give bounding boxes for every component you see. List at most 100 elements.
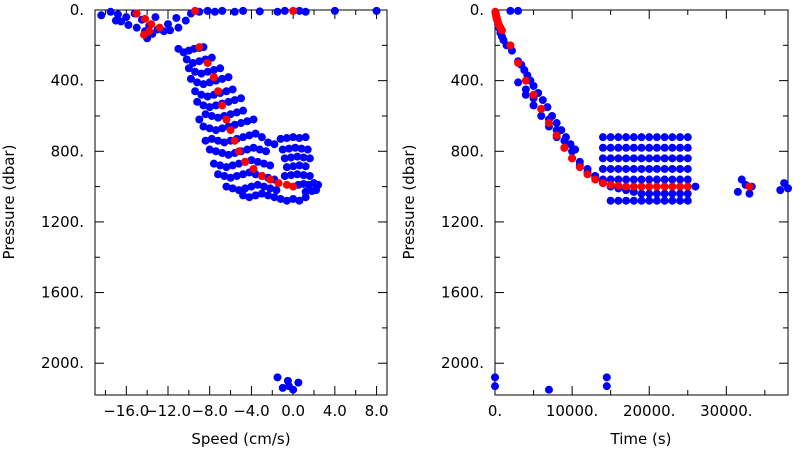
highlight-point xyxy=(622,182,631,191)
data-point xyxy=(278,145,287,154)
data-point xyxy=(543,103,552,112)
plot-frame xyxy=(94,9,388,396)
data-point xyxy=(668,196,677,205)
data-point xyxy=(195,115,204,124)
data-point xyxy=(164,20,172,29)
highlight-point xyxy=(544,119,553,128)
data-point xyxy=(552,119,561,128)
data-point xyxy=(629,175,638,184)
data-point xyxy=(284,144,293,153)
highlight-point xyxy=(506,41,515,50)
data-point xyxy=(239,106,248,115)
x-tick-label: 8.0 xyxy=(365,402,389,420)
data-point xyxy=(203,92,212,101)
data-point xyxy=(606,164,615,173)
data-point xyxy=(784,184,792,193)
y-tick-label: 800. xyxy=(51,142,84,160)
data-point xyxy=(645,133,654,142)
highlight-point xyxy=(274,179,283,188)
highlight-point xyxy=(606,180,615,189)
data-point xyxy=(660,164,669,173)
data-point xyxy=(218,74,227,83)
data-point xyxy=(691,182,700,191)
data-point xyxy=(272,186,281,195)
data-point xyxy=(228,161,237,170)
data-point xyxy=(614,154,623,163)
data-point xyxy=(280,154,289,163)
y-tick-label: 800. xyxy=(451,142,484,160)
data-point xyxy=(257,133,266,142)
data-point xyxy=(172,13,181,22)
data-point xyxy=(301,133,310,142)
data-point xyxy=(181,16,190,25)
data-point xyxy=(622,175,631,184)
data-point xyxy=(230,96,239,105)
y-axis-title: Pressure (dbar) xyxy=(400,145,418,260)
highlight-point xyxy=(218,101,227,110)
x-tick-label: −12.0 xyxy=(145,402,191,420)
axis-ticks xyxy=(95,9,387,395)
data-point xyxy=(606,143,615,152)
data-point xyxy=(676,196,685,205)
highlight-point xyxy=(230,136,239,145)
data-point xyxy=(284,382,293,391)
highlight-point xyxy=(209,73,218,82)
data-point xyxy=(295,196,304,205)
data-point xyxy=(253,180,262,189)
data-point xyxy=(652,143,661,152)
data-points xyxy=(97,6,381,394)
data-point xyxy=(237,119,245,128)
data-point xyxy=(683,196,692,205)
data-point xyxy=(193,78,202,87)
data-point xyxy=(537,111,546,120)
highlight-point xyxy=(598,179,607,188)
data-point xyxy=(544,385,553,394)
data-point xyxy=(614,133,623,142)
data-point xyxy=(280,172,289,181)
data-point xyxy=(538,96,547,105)
data-point xyxy=(203,67,212,76)
highlight-point xyxy=(591,175,600,184)
data-point xyxy=(205,124,214,133)
data-point xyxy=(514,78,523,87)
data-point xyxy=(228,184,237,193)
data-point xyxy=(514,6,523,15)
highlight-point xyxy=(155,23,164,32)
data-point xyxy=(214,136,223,145)
data-point xyxy=(301,187,310,196)
data-point xyxy=(184,64,193,73)
data-point xyxy=(224,97,233,106)
data-point xyxy=(652,133,661,142)
data-point xyxy=(668,143,677,152)
data-point xyxy=(629,164,638,173)
highlight-point xyxy=(222,115,231,124)
data-point xyxy=(566,140,575,149)
data-point xyxy=(209,159,218,168)
highlight-point xyxy=(226,126,235,135)
x-axis-title: Time (s) xyxy=(610,430,672,448)
highlight-point xyxy=(637,182,646,191)
data-point xyxy=(226,173,235,182)
highlight-point xyxy=(514,58,523,67)
highlight-point xyxy=(652,182,661,191)
data-point xyxy=(241,184,250,193)
data-point xyxy=(491,373,499,382)
data-point xyxy=(276,194,285,203)
data-point xyxy=(197,69,206,78)
data-point xyxy=(273,7,282,16)
data-point xyxy=(218,124,227,133)
data-point xyxy=(645,164,654,173)
data-point xyxy=(668,189,677,198)
data-point xyxy=(598,133,607,142)
data-point xyxy=(293,152,302,161)
data-point xyxy=(214,170,223,179)
data-point xyxy=(614,175,623,184)
data-point xyxy=(645,175,654,184)
data-point xyxy=(776,186,785,195)
data-point xyxy=(239,6,248,15)
data-point xyxy=(506,6,515,15)
highlight-point xyxy=(257,172,266,181)
data-point xyxy=(205,103,214,112)
data-point xyxy=(207,111,216,120)
data-point xyxy=(312,186,321,195)
